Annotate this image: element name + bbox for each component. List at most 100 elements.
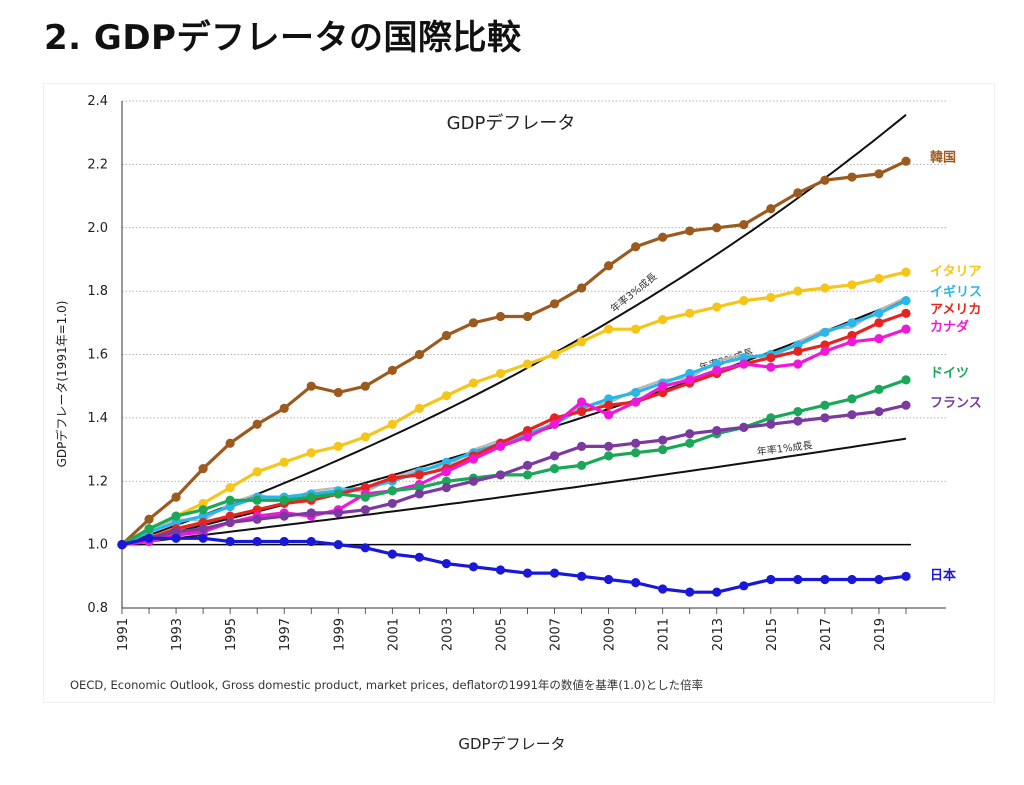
data-point — [739, 581, 749, 591]
data-point — [847, 172, 857, 182]
series-label: アメリカ — [930, 303, 981, 318]
data-point — [739, 296, 749, 306]
x-tick-label: 2003 — [440, 618, 455, 651]
data-point — [549, 413, 560, 423]
data-point — [739, 422, 749, 432]
data-point — [766, 574, 776, 585]
data-point — [549, 463, 560, 474]
x-tick-label: 2017 — [819, 618, 834, 651]
data-point — [306, 536, 316, 547]
series-label: ドイツ — [930, 366, 969, 381]
data-point — [874, 406, 884, 417]
data-point — [333, 441, 343, 451]
data-point — [631, 397, 641, 407]
data-point — [604, 324, 614, 334]
series-line — [121, 311, 907, 547]
data-point — [685, 587, 695, 597]
data-point — [522, 568, 533, 578]
y-tick-label: 1.6 — [87, 348, 108, 363]
y-tick-label: 0.8 — [87, 601, 108, 616]
chart-frame: 0.8 1.0 1.2 1.4 1.6 1.8 2.0 2.2 2.4 1991 1993 1995 1… — [44, 84, 994, 702]
data-point — [360, 482, 370, 493]
data-point — [631, 448, 641, 458]
data-point — [658, 444, 668, 455]
data-point — [874, 308, 884, 318]
data-point — [576, 397, 587, 407]
data-point — [901, 296, 911, 306]
data-point — [793, 286, 803, 296]
data-point — [252, 419, 262, 429]
data-point — [441, 467, 452, 477]
series-label: イギリス — [930, 284, 982, 300]
data-point — [495, 368, 506, 379]
data-point — [198, 517, 208, 528]
data-point — [360, 432, 370, 442]
data-point — [712, 587, 722, 597]
data-point — [658, 584, 668, 594]
data-point — [198, 524, 208, 534]
data-point — [252, 536, 262, 547]
data-point — [712, 365, 722, 375]
data-point — [712, 223, 722, 233]
data-point — [901, 324, 911, 334]
data-point — [441, 476, 452, 486]
data-point — [820, 340, 830, 350]
data-point — [793, 340, 803, 350]
x-tick-label: 2013 — [711, 618, 726, 651]
data-point — [414, 482, 424, 493]
x-tick-label: 2011 — [657, 618, 672, 651]
reference-line-label: 年率1%成長 — [756, 438, 813, 458]
data-point — [144, 514, 154, 524]
data-point — [847, 280, 857, 290]
data-point — [468, 562, 479, 572]
data-point — [360, 492, 370, 502]
data-point — [874, 169, 884, 179]
reference-line-label: 年率3%成長 — [608, 270, 660, 315]
data-point — [766, 353, 776, 363]
data-point — [225, 482, 235, 493]
data-point — [901, 571, 911, 581]
data-point — [414, 489, 424, 499]
data-point — [685, 308, 695, 318]
y-tick-label: 1.4 — [87, 411, 108, 426]
data-point — [739, 353, 749, 363]
data-point — [847, 574, 857, 585]
data-point — [631, 242, 641, 252]
data-point — [604, 261, 614, 271]
data-point — [576, 460, 587, 471]
data-point — [658, 315, 668, 325]
series-line — [121, 270, 907, 546]
data-point — [576, 283, 587, 293]
data-point — [820, 346, 830, 356]
data-point — [604, 441, 614, 451]
data-point — [495, 441, 506, 451]
data-point — [604, 574, 614, 585]
data-point — [225, 502, 235, 512]
x-tick-label: 1993 — [170, 618, 185, 651]
y-tick-label: 2.0 — [87, 221, 108, 236]
data-point — [441, 559, 452, 569]
x-tick-label: 1997 — [278, 618, 293, 651]
data-point — [225, 517, 235, 528]
data-point — [658, 232, 668, 242]
data-point — [658, 435, 668, 445]
data-point — [468, 454, 479, 464]
data-point — [576, 406, 587, 417]
data-point — [360, 381, 370, 391]
data-point — [387, 549, 397, 559]
data-point — [874, 334, 884, 344]
reference-line — [121, 114, 907, 546]
series-label: フランス — [930, 396, 982, 411]
data-point — [685, 226, 695, 236]
x-tick-label: 2015 — [765, 618, 780, 651]
data-point — [198, 498, 208, 509]
data-point — [522, 432, 533, 442]
data-point — [549, 568, 560, 578]
data-point — [522, 460, 533, 471]
data-point — [820, 413, 830, 423]
y-axis-label: GDPデフレータ(1991年=1.0) — [54, 301, 69, 468]
data-point — [685, 429, 695, 439]
data-point — [631, 578, 641, 588]
